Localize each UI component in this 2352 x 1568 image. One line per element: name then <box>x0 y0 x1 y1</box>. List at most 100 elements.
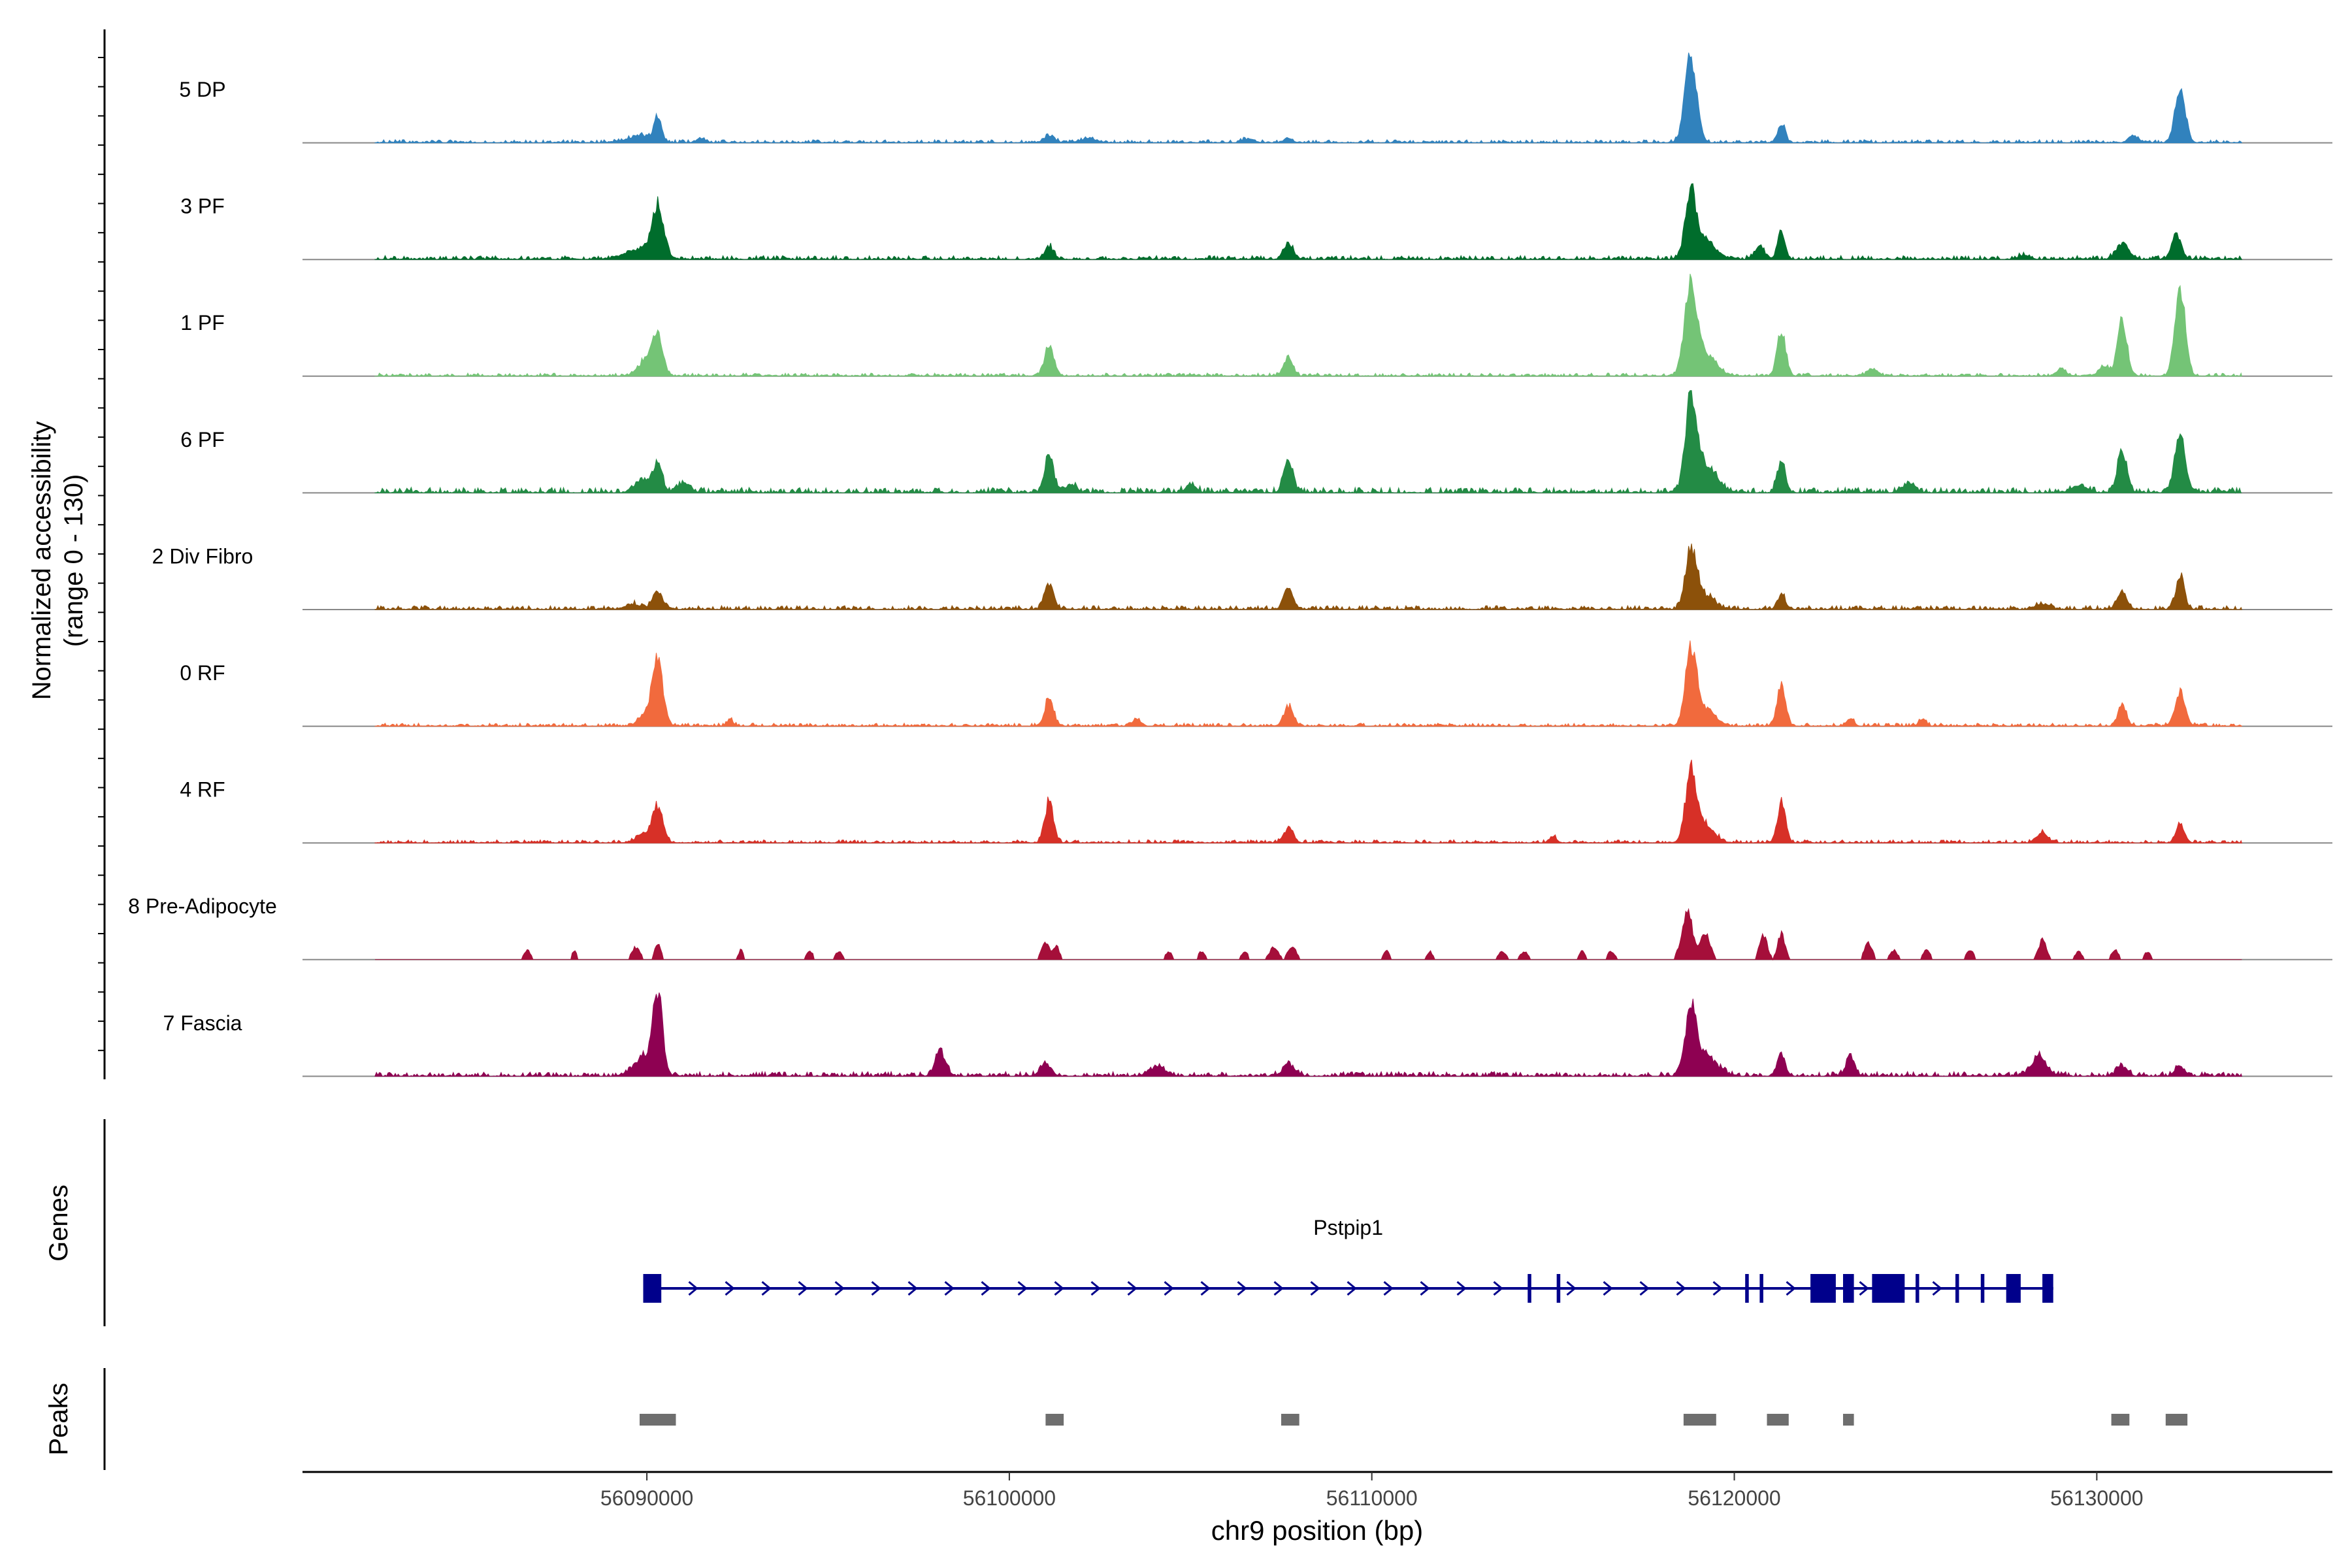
x-tick-label: 56120000 <box>1688 1486 1780 1510</box>
strand-arrow <box>761 1281 772 1296</box>
strand-arrow <box>1310 1281 1320 1296</box>
coverage-area <box>374 52 2243 144</box>
strand-arrow <box>688 1281 698 1296</box>
peak-region <box>1683 1414 1716 1426</box>
strand-arrow <box>1639 1281 1650 1296</box>
track-label: 0 RF <box>180 661 225 685</box>
track-2-div-fibro <box>302 544 2332 611</box>
x-tick-label: 56130000 <box>2050 1486 2143 1510</box>
strand-arrow <box>1712 1281 1723 1296</box>
strand-arrow <box>725 1281 735 1296</box>
track-4-rf <box>302 759 2332 844</box>
peak-bars <box>640 1414 2188 1426</box>
coverage-area <box>374 759 2242 844</box>
strand-arrow <box>1859 1281 1869 1296</box>
strand-arrow <box>1054 1281 1064 1296</box>
strand-arrow <box>871 1281 881 1296</box>
peaks-panel: Peaks <box>44 1368 2188 1470</box>
track-1-pf <box>302 274 2332 377</box>
y-axis-label: Normalized accessibility <box>27 421 56 700</box>
gene-exon <box>1955 1274 1959 1303</box>
y-axis-ticks <box>98 57 105 1051</box>
strand-arrow <box>834 1281 845 1296</box>
coverage-area <box>374 640 2243 727</box>
coverage-tracks <box>302 52 2332 1077</box>
strand-arrow <box>1566 1281 1576 1296</box>
coverage-area <box>374 992 2242 1077</box>
y-axis: Normalized accessibility (range 0 - 130) <box>27 29 106 1079</box>
gene-exon <box>643 1274 662 1303</box>
x-tick-label: 56110000 <box>1326 1486 1418 1510</box>
track-label: 2 Div Fibro <box>152 544 253 568</box>
x-axis: 56090000 56100000 56110000 56120000 56130000… <box>302 1471 2332 1546</box>
peak-region <box>640 1414 676 1426</box>
strand-arrow <box>944 1281 955 1296</box>
track-5-dp <box>302 52 2332 144</box>
x-tick-label: 56100000 <box>963 1486 1056 1510</box>
gene-models: Pstpip1 <box>643 1216 2053 1303</box>
strand-arrow <box>1932 1281 1942 1296</box>
gene-exon <box>2042 1274 2053 1303</box>
coverage-area <box>374 183 2243 261</box>
coverage-area <box>374 274 2242 377</box>
gene-exon <box>1810 1274 1836 1303</box>
peak-region <box>1767 1414 1789 1426</box>
gene-exon <box>1843 1274 1854 1303</box>
gene-pstpip1: Pstpip1 <box>643 1216 2053 1303</box>
strand-arrow <box>981 1281 991 1296</box>
strand-arrow <box>1420 1281 1430 1296</box>
track-label: 7 Fascia <box>163 1011 242 1035</box>
strand-arrow <box>1347 1281 1357 1296</box>
peak-region <box>2165 1414 2188 1426</box>
gene-exon <box>1556 1274 1561 1303</box>
peak-region <box>1843 1414 1854 1426</box>
track-8-pre-adipocyte <box>302 907 2332 961</box>
gene-exon <box>1759 1274 1763 1303</box>
gene-exon <box>1527 1274 1531 1303</box>
strand-arrow <box>1200 1281 1211 1296</box>
gene-name-label: Pstpip1 <box>1313 1216 1383 1239</box>
gene-exon <box>1872 1274 1905 1303</box>
track-label: 1 PF <box>180 311 225 335</box>
strand-arrow <box>1383 1281 1394 1296</box>
strand-arrow <box>1493 1281 1503 1296</box>
peak-region <box>1281 1414 1299 1426</box>
x-tick-label: 56090000 <box>600 1486 693 1510</box>
peak-region <box>1045 1414 1064 1426</box>
track-label: 4 RF <box>180 778 225 802</box>
strand-arrow <box>1090 1281 1101 1296</box>
strand-arrow <box>1127 1281 1137 1296</box>
strand-arrow <box>1676 1281 1686 1296</box>
strand-arrow <box>798 1281 808 1296</box>
strand-arrow <box>1786 1281 1796 1296</box>
x-axis-label: chr9 position (bp) <box>1211 1515 1424 1546</box>
peaks-axis-label: Peaks <box>44 1382 73 1455</box>
gene-exon <box>2006 1274 2021 1303</box>
strand-arrow <box>907 1281 918 1296</box>
track-label: 3 PF <box>180 195 225 218</box>
x-axis-ticks: 56090000 56100000 56110000 56120000 56130000 <box>600 1472 2144 1510</box>
track-label: 5 DP <box>179 78 225 101</box>
track-3-pf <box>302 183 2332 261</box>
strand-arrow <box>1603 1281 1613 1296</box>
coverage-area <box>374 544 2243 611</box>
strand-arrow <box>1456 1281 1467 1296</box>
genes-panel: Genes Pstpip1 <box>44 1119 2053 1326</box>
gene-exon <box>1745 1274 1749 1303</box>
gene-exon <box>1916 1274 1919 1303</box>
coverage-area <box>374 390 2242 495</box>
genes-axis-label: Genes <box>44 1184 73 1262</box>
track-7-fascia <box>302 992 2332 1077</box>
gene-exon <box>1980 1274 1985 1303</box>
track-label: 6 PF <box>180 428 225 451</box>
strand-arrow <box>1273 1281 1284 1296</box>
strand-arrow <box>1237 1281 1247 1296</box>
track-label: 8 Pre-Adipocyte <box>128 894 277 918</box>
strand-arrow <box>1017 1281 1028 1296</box>
peak-region <box>2111 1414 2130 1426</box>
strand-arrow <box>1164 1281 1174 1296</box>
track-0-rf <box>302 640 2332 727</box>
coverage-area <box>375 907 2242 961</box>
track-labels: 5 DP 3 PF 1 PF 6 PF 2 Div Fibro 0 RF 4 RF 8 Pre… <box>128 78 277 1035</box>
